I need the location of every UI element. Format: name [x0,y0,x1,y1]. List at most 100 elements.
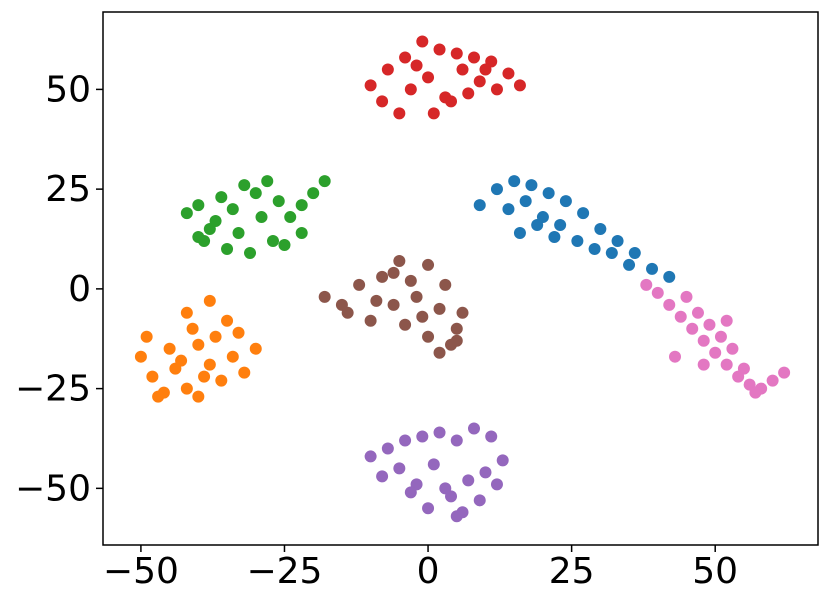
point [628,246,641,259]
point [399,318,412,331]
point [209,215,222,228]
point [525,179,538,192]
point [554,219,567,232]
point [381,63,394,76]
point [450,510,463,523]
point [669,350,681,363]
y-tick-label: −50 [15,468,91,509]
point [720,314,733,327]
y-tick-label: 50 [45,69,91,110]
point [577,207,590,220]
point [439,278,452,291]
point [462,87,475,100]
point [496,454,509,467]
point [284,211,297,224]
point [502,203,515,216]
point [703,318,716,331]
point [318,290,331,303]
point [778,366,791,379]
point [209,330,222,343]
point [427,107,440,120]
point [249,342,262,355]
point [513,227,526,240]
point [134,350,147,363]
point [295,199,308,212]
point [720,358,733,371]
point [146,370,159,383]
point [226,203,239,216]
point [450,434,463,447]
point [709,346,722,359]
point [376,270,389,283]
point [318,175,331,188]
point [221,242,234,255]
point [737,362,750,375]
point [404,83,417,96]
point [307,187,320,200]
point [467,51,480,64]
point [422,258,435,271]
y-tick-label: −25 [15,369,91,410]
point [646,262,659,275]
point [180,207,193,220]
point [364,450,377,463]
point [611,234,624,247]
point [404,274,417,287]
point [416,430,429,443]
point [674,310,687,323]
point [542,187,555,200]
point [387,266,400,279]
axes-frame [102,11,819,546]
point [249,187,262,200]
point [467,422,480,435]
point [399,51,412,64]
point [571,234,584,247]
point [450,322,463,335]
point [341,306,354,319]
point [531,219,544,232]
point [559,195,572,208]
point [450,47,463,60]
point [203,294,216,307]
point [680,290,693,303]
point [192,338,205,351]
point [226,350,239,363]
x-tick-label: −25 [246,551,322,592]
y-tick-label: 25 [45,169,91,210]
point [192,390,205,403]
point [548,231,561,244]
point [726,342,739,355]
point [433,43,446,56]
point [479,466,492,479]
point [232,227,245,240]
point [766,374,779,387]
point [450,334,463,347]
point [175,354,188,367]
x-tick-label: 25 [549,551,595,592]
x-tick-label: 0 [417,551,440,592]
point [640,278,653,291]
point [588,242,601,255]
point [651,286,664,299]
point [714,330,727,343]
point [364,314,377,327]
point [244,246,257,259]
point [490,183,503,196]
point [399,434,412,447]
point [370,294,383,307]
point [180,306,193,319]
point [255,211,268,224]
x-tick-label: 50 [692,551,738,592]
point [140,330,153,343]
point [439,482,452,495]
point [433,346,446,359]
point [295,227,308,240]
point [416,35,429,48]
point [404,486,417,499]
point [393,254,406,267]
point [410,290,423,303]
point [232,326,245,339]
point [686,322,699,335]
point [376,95,389,108]
